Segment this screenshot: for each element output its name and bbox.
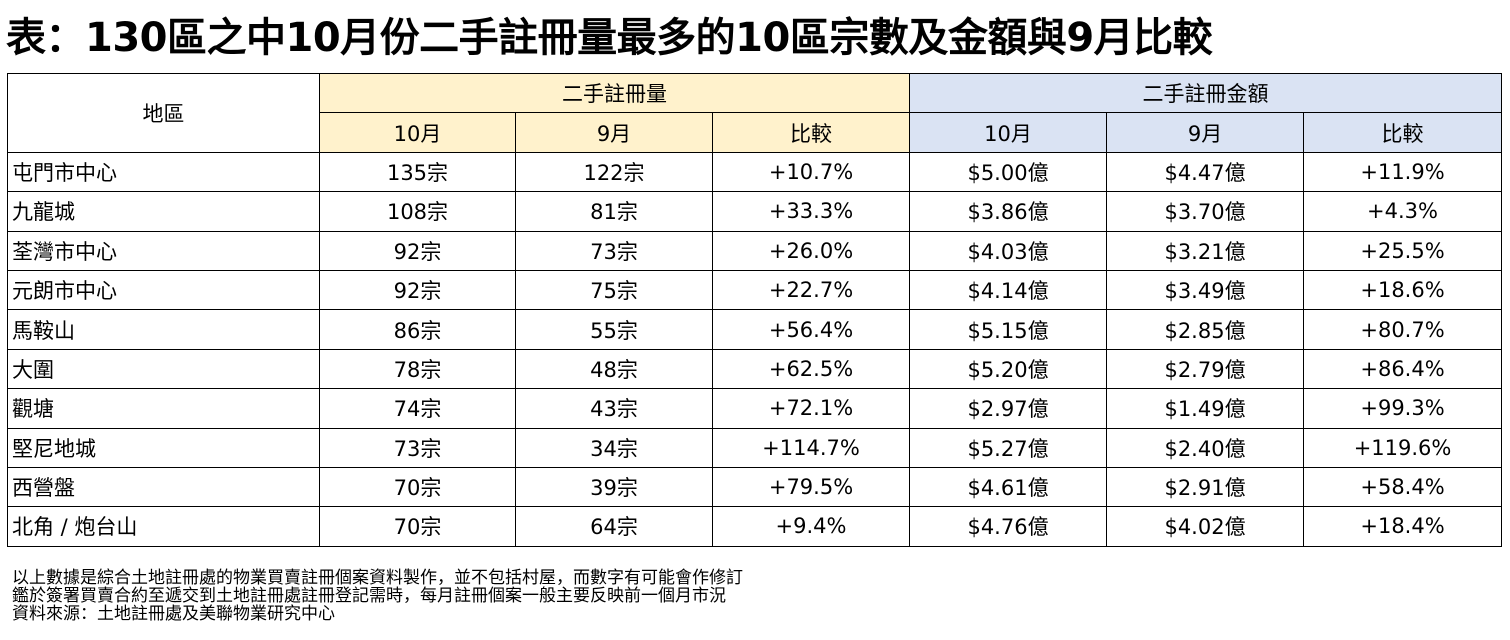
region-cell: 北角 / 炮台山 — [7, 506, 320, 547]
volume-change-cell: +56.4% — [711, 309, 911, 350]
amount-oct-cell: $4.03億 — [909, 230, 1108, 271]
amount-oct-cell: $3.86億 — [909, 191, 1108, 232]
volume-sep-cell: 122宗 — [515, 151, 713, 193]
amount-sep-cell: $2.85億 — [1106, 309, 1305, 350]
region-cell: 大圍 — [7, 348, 320, 390]
amount-sep-cell: $4.47億 — [1106, 151, 1305, 193]
amount-oct-cell: $5.00億 — [909, 151, 1108, 193]
volume-oct-cell: 78宗 — [319, 348, 516, 390]
amount-sep-header: 9月 — [1106, 112, 1305, 153]
amount-oct-cell: $4.61億 — [909, 466, 1108, 508]
region-cell: 觀塘 — [7, 388, 320, 429]
amount-oct-cell: $5.27億 — [909, 427, 1108, 468]
region-cell: 荃灣市中心 — [7, 230, 320, 271]
volume-change-cell: +10.7% — [711, 151, 911, 193]
amount-sep-cell: $3.21億 — [1106, 230, 1305, 271]
amount-group-header: 二手註冊金額 — [909, 72, 1503, 114]
amount-sep-cell: $2.91億 — [1106, 466, 1305, 508]
page-title: 表：130區之中10月份二手註冊量最多的10區宗數及金額與9月比較 — [6, 15, 1213, 61]
volume-change-cell: +22.7% — [711, 269, 911, 311]
volume-oct-cell: 70宗 — [319, 506, 516, 547]
amount-sep-cell: $3.49億 — [1106, 269, 1305, 311]
amount-change-cell: +11.9% — [1303, 151, 1503, 193]
volume-change-cell: +72.1% — [711, 388, 911, 429]
volume-oct-cell: 74宗 — [319, 388, 516, 429]
amount-oct-cell: $5.20億 — [909, 348, 1108, 390]
table-row: 西營盤 70宗 39宗 +79.5% $4.61億 $2.91億 +58.4% — [7, 466, 1503, 508]
amount-sep-cell: $2.40億 — [1106, 427, 1305, 468]
amount-oct-header: 10月 — [909, 112, 1108, 153]
amount-oct-cell: $4.76億 — [909, 506, 1108, 547]
amount-change-cell: +4.3% — [1303, 191, 1503, 232]
amount-sep-cell: $3.70億 — [1106, 191, 1305, 232]
table-row: 大圍 78宗 48宗 +62.5% $5.20億 $2.79億 +86.4% — [7, 348, 1503, 390]
volume-sep-header: 9月 — [515, 112, 713, 153]
volume-sep-cell: 34宗 — [515, 427, 713, 468]
region-cell: 堅尼地城 — [7, 427, 320, 468]
volume-sep-cell: 75宗 — [515, 269, 713, 311]
volume-oct-cell: 86宗 — [319, 309, 516, 350]
amount-oct-cell: $5.15億 — [909, 309, 1108, 350]
table-row: 屯門市中心 135宗 122宗 +10.7% $5.00億 $4.47億 +11… — [7, 151, 1503, 193]
volume-change-cell: +9.4% — [711, 506, 911, 547]
region-cell: 屯門市中心 — [7, 151, 320, 193]
volume-oct-cell: 92宗 — [319, 269, 516, 311]
volume-change-header: 比較 — [711, 112, 911, 153]
volume-group-header: 二手註冊量 — [318, 72, 911, 114]
amount-sep-cell: $1.49億 — [1106, 388, 1305, 429]
volume-sep-cell: 48宗 — [515, 348, 713, 390]
amount-sep-cell: $2.79億 — [1106, 348, 1305, 390]
volume-change-cell: +33.3% — [711, 191, 911, 232]
amount-change-cell: +58.4% — [1303, 466, 1503, 508]
volume-change-cell: +79.5% — [711, 466, 911, 508]
region-column-header: 地區 — [7, 73, 320, 153]
amount-oct-cell: $2.97億 — [909, 388, 1108, 429]
amount-change-cell: +99.3% — [1303, 388, 1503, 429]
volume-change-cell: +26.0% — [711, 230, 911, 271]
footnote-methodology: 以上數據是綜合土地註冊處的物業買賣註冊個案資料製作，並不包括村屋，而數字有可能會… — [12, 568, 743, 588]
volume-oct-cell: 70宗 — [319, 466, 516, 508]
volume-change-cell: +62.5% — [711, 348, 911, 390]
volume-sep-cell: 43宗 — [515, 388, 713, 429]
volume-sep-cell: 39宗 — [515, 466, 713, 508]
volume-oct-header: 10月 — [319, 112, 516, 153]
volume-oct-cell: 108宗 — [319, 191, 516, 232]
footnote-timing: 鑑於簽署買賣合約至遞交到土地註冊處註冊登記需時，每月註冊個案一般主要反映前一個月… — [12, 586, 726, 606]
amount-change-cell: +18.4% — [1303, 506, 1503, 547]
amount-change-cell: +18.6% — [1303, 269, 1503, 311]
region-cell: 西營盤 — [7, 466, 320, 508]
footnotes: 以上數據是綜合土地註冊處的物業買賣註冊個案資料製作，並不包括村屋，而數字有可能會… — [12, 569, 1492, 623]
volume-sep-cell: 55宗 — [515, 309, 713, 350]
volume-change-cell: +114.7% — [711, 427, 911, 468]
amount-change-cell: +119.6% — [1303, 427, 1503, 468]
table-row: 馬鞍山 86宗 55宗 +56.4% $5.15億 $2.85億 +80.7% — [7, 309, 1503, 350]
registration-table: 地區 二手註冊量 二手註冊金額 10月 9月 比較 10月 9月 比較 屯門市中… — [7, 72, 1503, 547]
table-row: 元朗市中心 92宗 75宗 +22.7% $4.14億 $3.49億 +18.6… — [7, 269, 1503, 311]
table-row: 荃灣市中心 92宗 73宗 +26.0% $4.03億 $3.21億 +25.5… — [7, 230, 1503, 271]
region-cell: 九龍城 — [7, 191, 320, 232]
footnote-source: 資料來源：土地註冊處及美聯物業研究中心 — [12, 604, 335, 624]
table-row: 北角 / 炮台山 70宗 64宗 +9.4% $4.76億 $4.02億 +18… — [7, 506, 1503, 547]
amount-change-cell: +86.4% — [1303, 348, 1503, 390]
volume-oct-cell: 73宗 — [319, 427, 516, 468]
volume-sep-cell: 64宗 — [515, 506, 713, 547]
volume-sep-cell: 73宗 — [515, 230, 713, 271]
region-cell: 馬鞍山 — [7, 309, 320, 350]
table-row: 觀塘 74宗 43宗 +72.1% $2.97億 $1.49億 +99.3% — [7, 388, 1503, 429]
region-cell: 元朗市中心 — [7, 269, 320, 311]
amount-oct-cell: $4.14億 — [909, 269, 1108, 311]
amount-change-cell: +25.5% — [1303, 230, 1503, 271]
amount-change-cell: +80.7% — [1303, 309, 1503, 350]
amount-sep-cell: $4.02億 — [1106, 506, 1305, 547]
amount-change-header: 比較 — [1303, 112, 1503, 153]
volume-sep-cell: 81宗 — [515, 191, 713, 232]
volume-oct-cell: 135宗 — [319, 151, 516, 193]
volume-oct-cell: 92宗 — [319, 230, 516, 271]
table-row: 九龍城 108宗 81宗 +33.3% $3.86億 $3.70億 +4.3% — [7, 191, 1503, 232]
table-row: 堅尼地城 73宗 34宗 +114.7% $5.27億 $2.40億 +119.… — [7, 427, 1503, 468]
